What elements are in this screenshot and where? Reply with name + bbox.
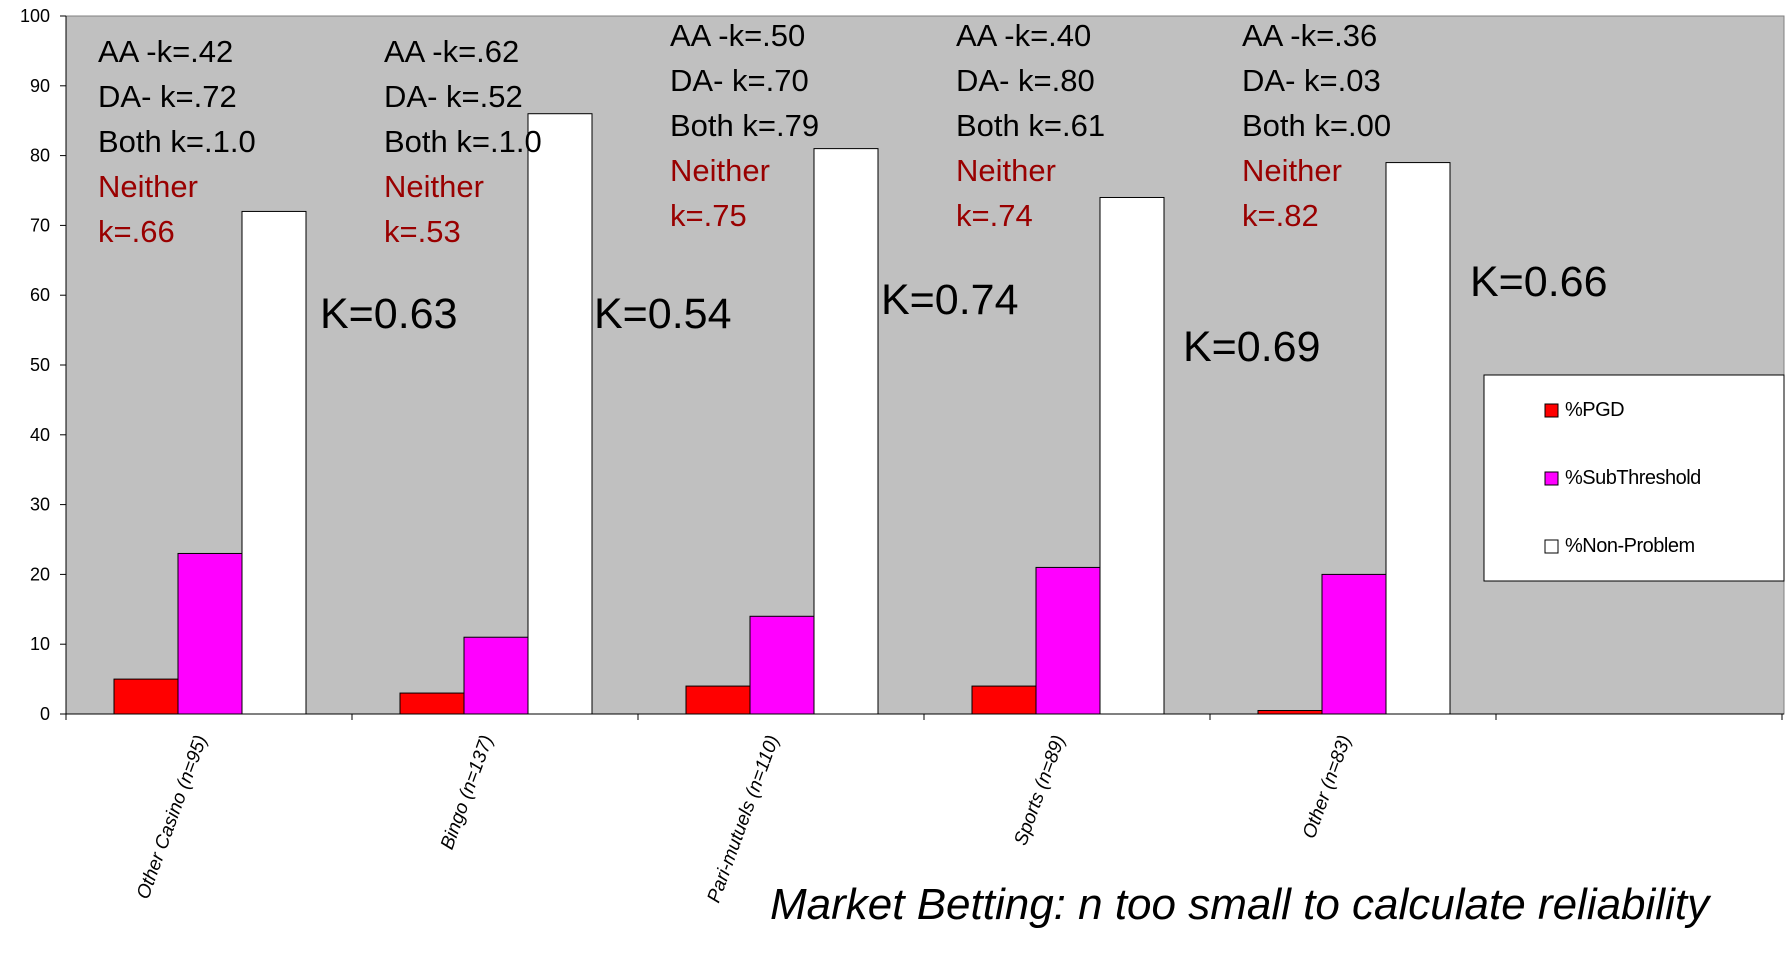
kappa-label: K=0.54 xyxy=(594,290,731,338)
footnote: Market Betting: n too small to calculate… xyxy=(770,880,1710,929)
y-tick-label: 0 xyxy=(40,704,50,724)
bar xyxy=(113,678,179,715)
annotations: AA -k=.42 DA- k=.72 Both k=.1.0 Neither k=.6… xyxy=(98,18,1607,371)
x-category-label: Sports (n=89) xyxy=(1010,733,1069,849)
x-category-label: Bingo (n=137) xyxy=(437,733,498,853)
legend-label: %SubThreshold xyxy=(1565,467,1701,489)
bar xyxy=(1321,573,1387,715)
annotation-text: DA- k=.52 xyxy=(384,79,523,114)
annotation-neither-text: Neither xyxy=(670,153,770,188)
annotation-text: Both k=.1.0 xyxy=(384,124,542,159)
bar xyxy=(749,615,815,715)
x-axis: Other Casino (n=95) Bingo (n=137) Pari-mut… xyxy=(65,713,1784,906)
bar xyxy=(1035,566,1101,715)
legend-swatch xyxy=(1544,471,1559,486)
annotation-neither-text: k=.75 xyxy=(670,198,747,233)
bar xyxy=(463,636,529,715)
bar xyxy=(685,685,751,715)
annotation-neither-text: Neither xyxy=(384,169,484,204)
bar xyxy=(1099,196,1165,715)
annotation-text: Both k=.61 xyxy=(956,108,1105,143)
y-tick-label: 70 xyxy=(30,215,50,235)
y-tick-label: 60 xyxy=(30,285,50,305)
bar xyxy=(971,685,1037,715)
legend: %PGD %SubThreshold %Non-Problem xyxy=(1483,374,1785,582)
annotation-text: DA- k=.03 xyxy=(1242,63,1381,98)
y-tick-label: 20 xyxy=(30,564,50,584)
plot-area xyxy=(65,15,1785,715)
annotation-text: AA -k=.42 xyxy=(98,34,233,69)
annotation-neither-text: k=.82 xyxy=(1242,198,1319,233)
bar xyxy=(527,113,593,715)
kappa-label: K=0.69 xyxy=(1183,323,1320,371)
bars xyxy=(113,113,1451,715)
x-category-label: Other (n=83) xyxy=(1299,733,1356,842)
y-tick-label: 100 xyxy=(20,6,50,26)
annotation-text: Both k=.79 xyxy=(670,108,819,143)
y-tick-label: 30 xyxy=(30,495,50,515)
bar xyxy=(177,552,243,715)
y-tick-label: 10 xyxy=(30,634,50,654)
legend-swatch xyxy=(1544,539,1559,554)
y-tick-label: 40 xyxy=(30,425,50,445)
legend-label: %Non-Problem xyxy=(1565,535,1695,557)
annotation-text: DA- k=.80 xyxy=(956,63,1095,98)
y-tick-label: 80 xyxy=(30,146,50,166)
annotation-neither-text: Neither xyxy=(956,153,1056,188)
legend-box xyxy=(1483,374,1785,582)
kappa-label: K=0.66 xyxy=(1470,258,1607,306)
annotation-neither-text: k=.53 xyxy=(384,214,461,249)
y-tick-label: 90 xyxy=(30,76,50,96)
bar xyxy=(399,692,465,715)
annotation-neither-text: Neither xyxy=(98,169,198,204)
legend-label: %PGD xyxy=(1565,399,1624,421)
annotation-text: Both k=.00 xyxy=(1242,108,1391,143)
bar xyxy=(1257,710,1323,715)
annotation-text: Both k=.1.0 xyxy=(98,124,256,159)
annotation-text: DA- k=.70 xyxy=(670,63,809,98)
kappa-label: K=0.74 xyxy=(881,276,1018,324)
bar xyxy=(241,210,307,715)
bar xyxy=(813,148,879,715)
legend-swatch xyxy=(1544,403,1559,418)
annotation-neither-text: k=.66 xyxy=(98,214,175,249)
annotation-neither-text: k=.74 xyxy=(956,198,1033,233)
annotation-text: DA- k=.72 xyxy=(98,79,237,114)
kappa-label: K=0.63 xyxy=(320,290,457,338)
annotation-text: AA -k=.40 xyxy=(956,18,1091,53)
x-category-label: Other Casino (n=95) xyxy=(133,733,212,902)
annotation-text: AA -k=.36 xyxy=(1242,18,1377,53)
bar xyxy=(1385,162,1451,715)
y-axis: 0 10 20 30 40 50 60 70 80 90 100 xyxy=(20,6,67,724)
annotation-text: AA -k=.62 xyxy=(384,34,519,69)
annotation-neither-text: Neither xyxy=(1242,153,1342,188)
annotation-text: AA -k=.50 xyxy=(670,18,805,53)
y-tick-label: 50 xyxy=(30,355,50,375)
